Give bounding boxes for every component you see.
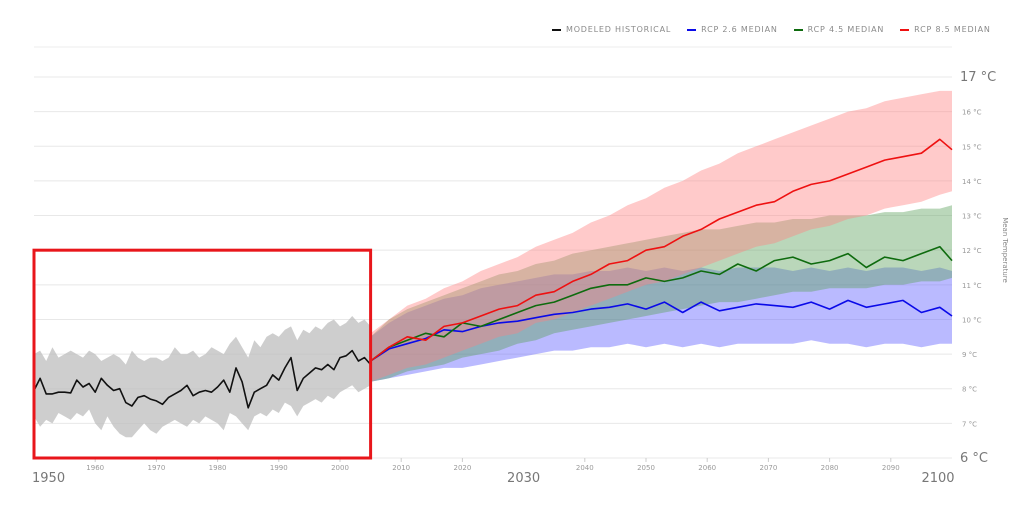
legend-item-modeled-historical[interactable]: MODELED HISTORICAL — [552, 25, 671, 34]
legend-item-rcp-8-5-median[interactable]: RCP 8.5 MEDIAN — [900, 25, 991, 34]
legend-label: RCP 2.6 MEDIAN — [701, 25, 778, 34]
y-tick-label: 10 °C — [962, 316, 982, 324]
legend-swatch — [552, 28, 561, 31]
line-rcp-4-5-median — [370, 245, 953, 362]
x-tick-label: 1990 — [270, 464, 288, 472]
y-tick-label: 13 °C — [962, 213, 982, 221]
line-rcp-8-5-median — [370, 138, 953, 362]
x-tick-label: 1960 — [86, 464, 104, 472]
chart-legend: MODELED HISTORICAL RCP 2.6 MEDIAN RCP 4.5 … — [552, 25, 991, 34]
legend-item-rcp-4-5-median[interactable]: RCP 4.5 MEDIAN — [793, 25, 885, 34]
y-tick-label: 12 °C — [962, 247, 982, 255]
y-tick-label: 8 °C — [962, 386, 977, 394]
legend-swatch — [793, 28, 803, 31]
y-tick-label: 14 °C — [962, 178, 982, 186]
line-rcp-2-6-median — [370, 299, 953, 362]
x-tick-label: 2000 — [331, 464, 349, 472]
x-tick-label: 2100 — [921, 471, 954, 486]
x-tick-label: 2030 — [507, 471, 540, 486]
y-tick-label: 16 °C — [962, 109, 982, 117]
line-layer — [33, 138, 953, 409]
line-modeled-historical — [33, 349, 372, 409]
band-modeled-historical — [34, 316, 371, 438]
legend-item-rcp-2-6-median[interactable]: RCP 2.6 MEDIAN — [687, 25, 778, 34]
x-tick-label: 1980 — [209, 464, 227, 472]
highlight-box — [32, 248, 373, 460]
x-tick-label: 2080 — [821, 464, 839, 472]
x-tick-label: 2070 — [759, 464, 777, 472]
legend-label: RCP 4.5 MEDIAN — [807, 25, 885, 34]
band-rcp-8-5-median — [370, 90, 953, 382]
axis-layer: 6 °C 7 °C 8 °C 9 °C 10 °C 11 °C 12 °C 13 °C 14 °… — [32, 70, 1009, 486]
legend-label: MODELED HISTORICAL — [566, 25, 672, 34]
band-layer — [34, 90, 953, 438]
y-tick-label: 15 °C — [962, 143, 982, 151]
box-layer — [32, 248, 373, 460]
x-tick-label: 2010 — [392, 464, 410, 472]
legend-label: RCP 8.5 MEDIAN — [914, 25, 991, 34]
y-tick-label: 9 °C — [962, 351, 977, 359]
legend-swatch — [687, 28, 697, 31]
x-tick-label: 2060 — [698, 464, 716, 472]
x-tick-label: 1950 — [32, 471, 65, 486]
legend-swatch — [900, 28, 910, 31]
x-tick-label: 2090 — [882, 464, 900, 472]
x-tick-label: 2050 — [637, 464, 655, 472]
x-tick-label: 2040 — [576, 464, 594, 472]
band-rcp-4-5-median — [370, 205, 953, 382]
y-axis-label: Mean Temperature — [1001, 217, 1009, 283]
x-tick-label: 2020 — [453, 464, 471, 472]
y-tick-label: 7 °C — [962, 420, 977, 428]
y-tick-label: 17 °C — [960, 70, 996, 85]
y-tick-label: 6 °C — [960, 451, 988, 466]
x-tick-label: 1970 — [147, 464, 165, 472]
grid-layer — [34, 46, 952, 459]
y-tick-label: 11 °C — [962, 282, 982, 290]
band-rcp-2-6-median — [370, 267, 953, 382]
